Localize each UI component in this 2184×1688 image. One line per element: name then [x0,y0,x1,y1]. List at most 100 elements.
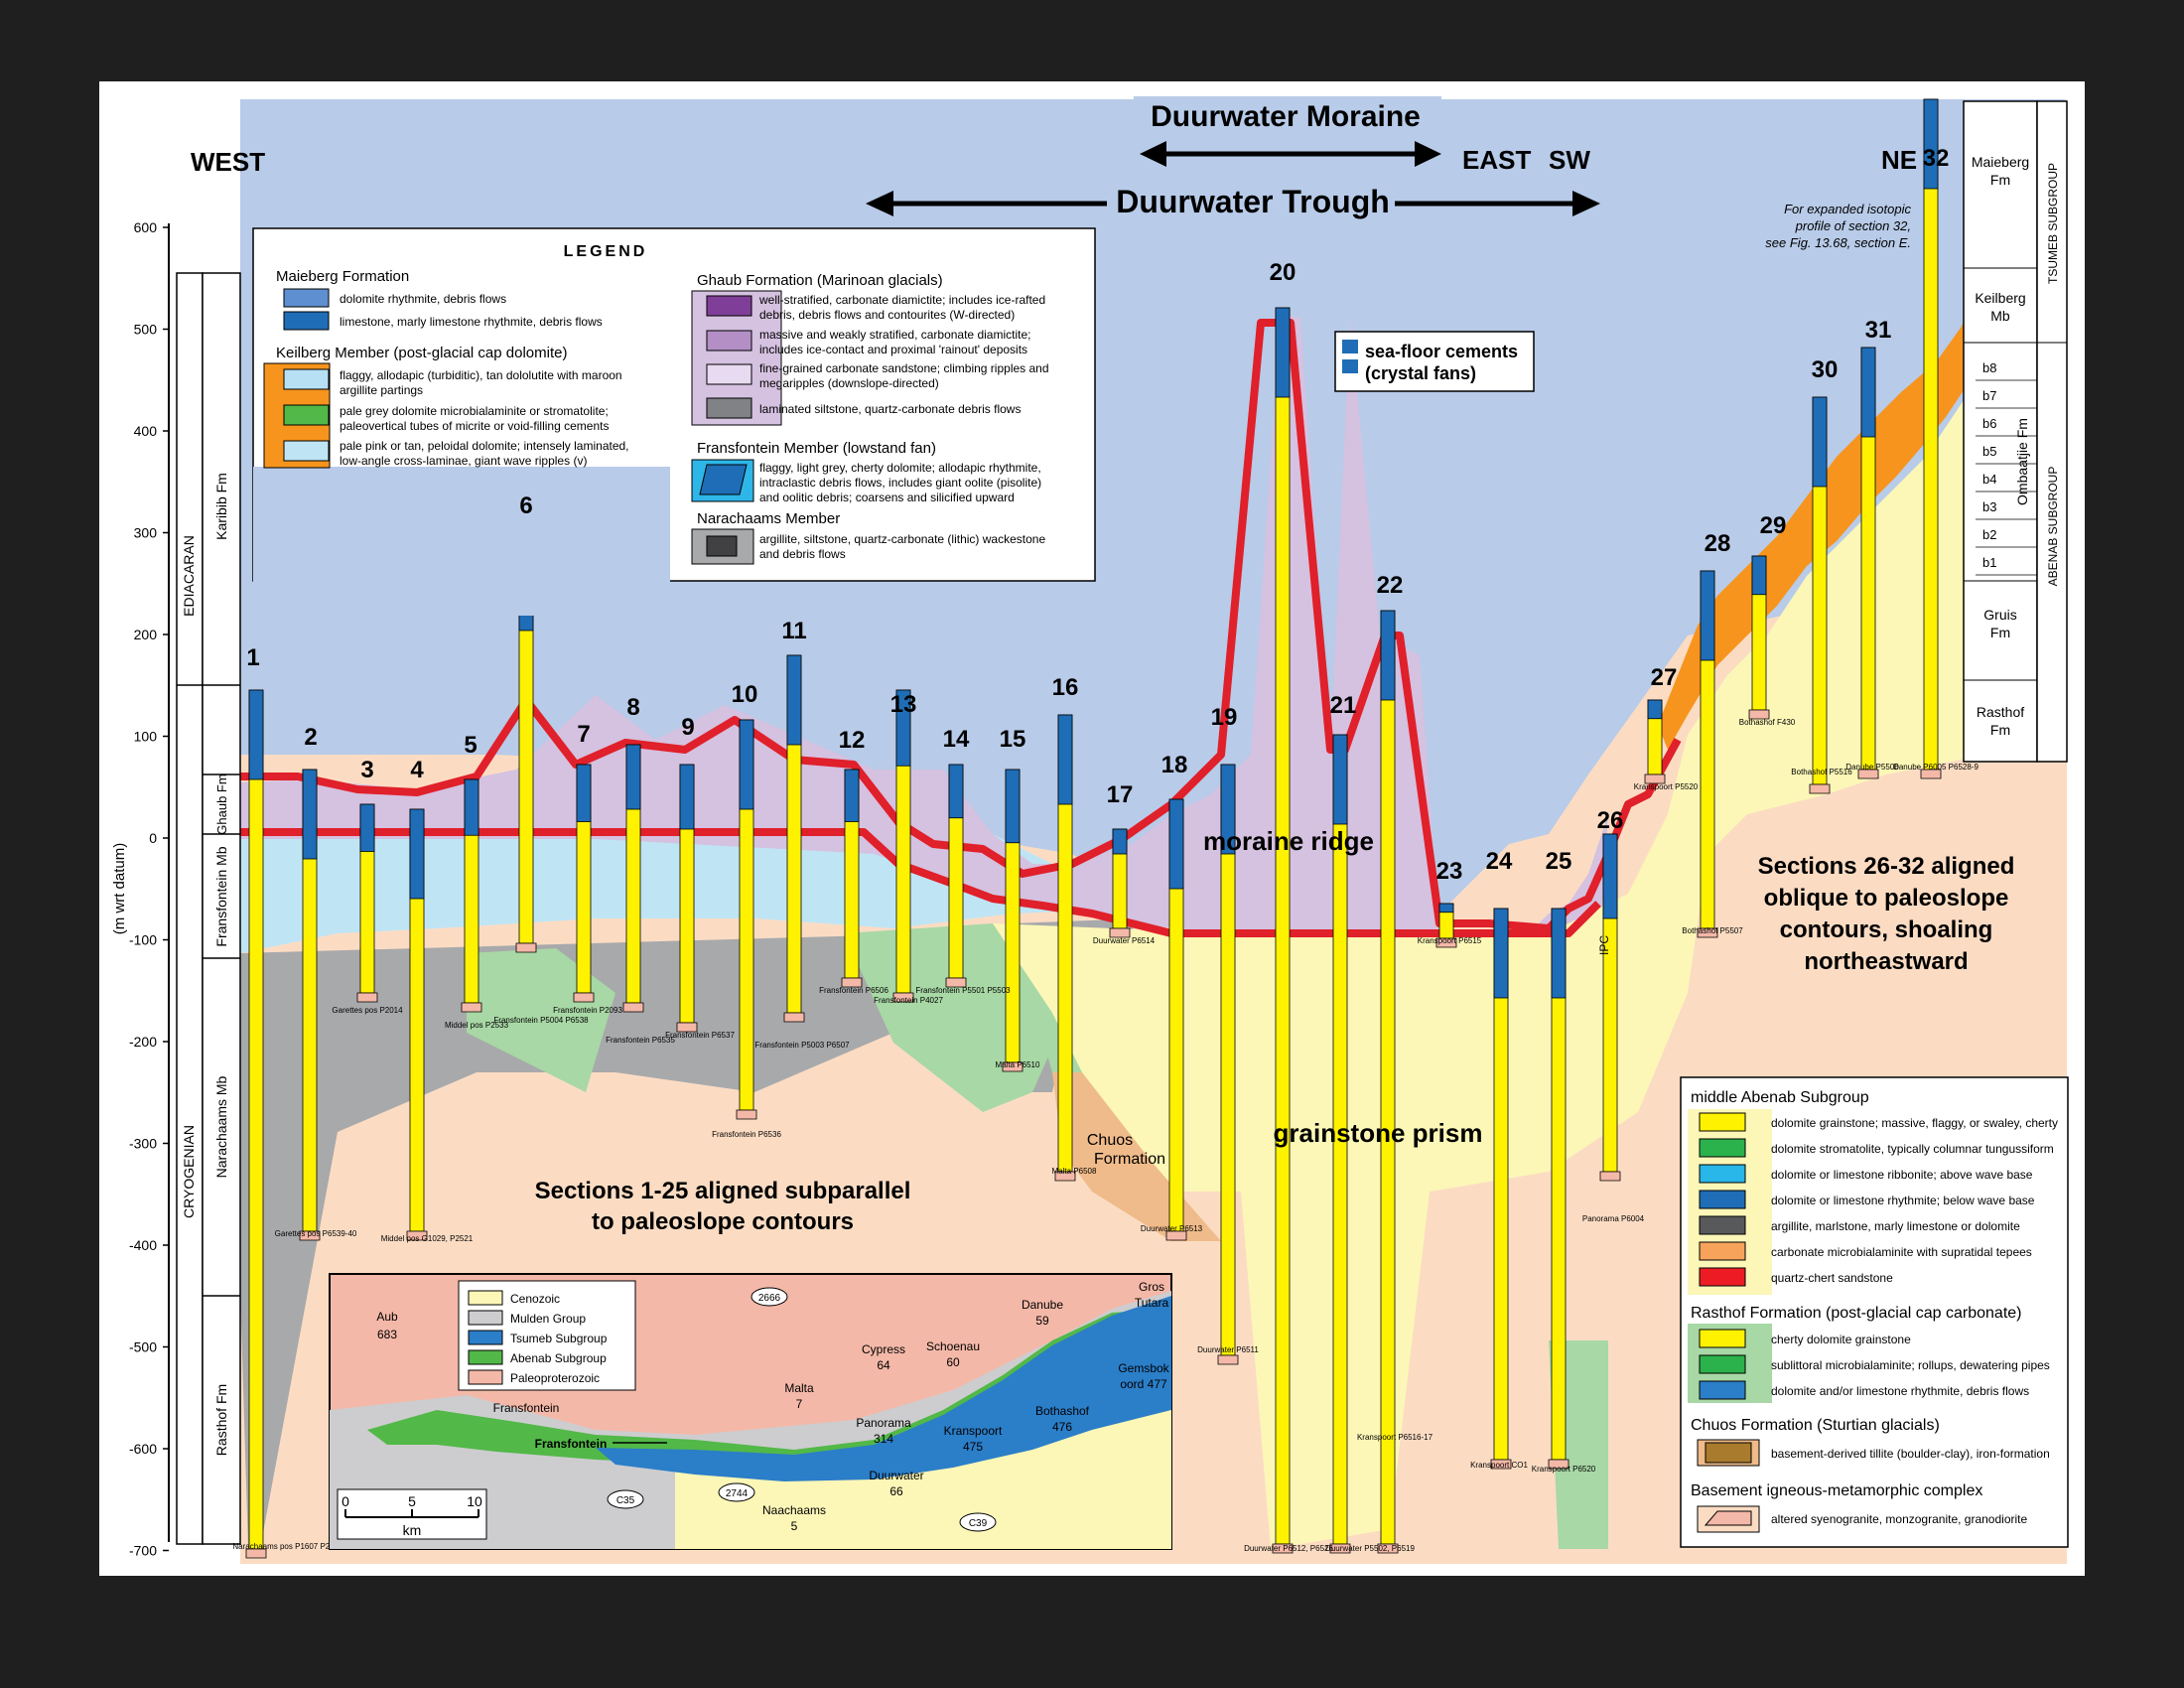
map-place-label: Tutara [1135,1296,1169,1310]
map-place-label: Schoenau [926,1339,980,1353]
section-number: 8 [626,694,639,721]
right-rasthof-1: Rasthof [1977,704,2024,720]
map-legend-item: Cenozoic [510,1292,560,1306]
map-place-label: 476 [1052,1420,1072,1434]
y-tick-label: 200 [134,627,158,642]
map-legend-swatch [468,1369,503,1385]
section-number: 30 [1812,356,1839,383]
right-maieberg-1: Maieberg [1972,154,2029,170]
period-cryogenian: CRYOGENIAN [181,1125,197,1218]
section-column [299,769,321,1241]
section-column [356,803,378,1003]
section-id: Danube P5506 [1845,763,1899,772]
right-rasthof-2: Fm [1990,722,2010,738]
section-column [1054,714,1076,1182]
section-column [1644,699,1666,784]
section-number: 16 [1052,674,1079,701]
scale-unit: km [403,1522,422,1538]
map-place-label: Bothashof [1035,1404,1090,1418]
right-keilberg-1: Keilberg [1975,290,2025,306]
map-legend-swatch [468,1330,503,1345]
abenab-item: dolomite or limestone ribbonite; above w… [1771,1168,2033,1182]
map-legend-item: Mulden Group [510,1312,586,1326]
subgroup-tsumeb: TSUMEB SUBGROUP [2046,163,2060,284]
section-number: 2 [304,724,317,751]
subunit-b4: b4 [1982,472,1996,487]
subunit-b8: b8 [1982,360,1996,375]
y-tick-label: -600 [129,1441,157,1457]
sections-26-32-line-2: oblique to paleoslope [1764,885,2009,912]
section-id: Fransfontein P5501 P5503 [915,986,1011,995]
section-column [1599,833,1621,1182]
legend-keilberg-title: Keilberg Member (post-glacial cap dolomi… [276,345,567,361]
section-column [1490,908,1512,1470]
label-ne: NE [1881,145,1917,175]
abenab-item: dolomite stromatolite, typically columna… [1771,1142,2054,1156]
map-road-label: 2666 [758,1293,781,1304]
map-place-label: 59 [1035,1314,1049,1328]
map-road-label: 2744 [726,1488,749,1499]
map-place-label: Gros [1139,1280,1164,1294]
label-west: WEST [191,147,265,177]
map-legend-item: Paleoproterozoic [510,1371,600,1385]
map-place-label: 683 [377,1328,397,1341]
legend-keilberg-item: pale grey dolomite microbialaminite or s… [340,404,609,418]
abenab-swatch [1699,1215,1746,1235]
section-number: 29 [1760,512,1787,539]
y-tick-label: 500 [134,322,158,338]
section-number: 14 [943,726,970,753]
heading-trough: Duurwater Trough [1116,184,1390,219]
map-legend-swatch [468,1310,503,1326]
rasthof-swatch [1699,1354,1746,1374]
abenab-item: carbonate microbialaminite with supratid… [1771,1245,2032,1259]
unit-ghaub: Ghaub Fm [214,774,229,834]
legend-fransfontein-title: Fransfontein Member (lowstand fan) [697,440,936,457]
section-column [406,808,428,1241]
section-column [1548,908,1570,1470]
label-sw: SW [1549,145,1590,175]
subunit-b7: b7 [1982,388,1996,403]
section-id: Duurwater P6511 [1197,1345,1259,1354]
legend-ghaub-item: laminated siltstone, quartz-carbonate de… [759,402,1021,416]
basement-item: altered syenogranite, monzogranite, gran… [1771,1512,2027,1526]
scale-tick-10: 10 [467,1493,482,1509]
rasthof-title: Rasthof Formation (post-glacial cap carb… [1691,1305,2022,1322]
section-column [1165,798,1187,1241]
section-column [1748,555,1770,720]
section-column [573,764,595,1003]
map-place-label: Malta [784,1381,814,1395]
section-id: Garettes pos P2014 [332,1006,403,1015]
subunit-b1: b1 [1982,555,1996,570]
section-column [1377,610,1399,1554]
legend-maieberg-item: dolomite rhythmite, debris flows [340,292,506,306]
y-axis: 600 500 400 300 200 100 0 -100 -200 -300 -400 -500 -… [111,219,170,1559]
map-place-label: Gemsbok [1118,1361,1169,1375]
section-id: Malta P6508 [1052,1167,1097,1176]
rasthof-item: sublittoral microbialaminite; rollups, d… [1771,1358,2050,1372]
abenab-title: middle Abenab Subgroup [1691,1089,1869,1106]
legend-box: LEGEND Maieberg Formation dolomite rhyth… [252,227,1096,616]
section-number: 4 [410,757,424,783]
section-id: Duurwater P5502, P6519 [1325,1544,1415,1553]
abenab-swatch [1699,1190,1746,1209]
section-id: Bothashof P5507 [1682,926,1743,935]
legend-ghaub-item: debris, debris flows and contourites (W-… [759,308,1015,322]
rasthof-item: dolomite and/or limestone rhythmite, deb… [1771,1384,2029,1398]
narachaams-grey-wedge [240,918,1142,1549]
map-place-label: 314 [874,1432,893,1446]
abenab-swatch [1699,1267,1746,1287]
label-chuos-1: Chuos [1087,1132,1133,1149]
y-tick-label: 0 [149,830,157,846]
grainstone-prism-fill [993,387,1985,1549]
legend-narachaams-item: and debris flows [759,547,846,561]
section-id: Fransfontein P6506 [819,986,888,995]
section-column [1217,764,1239,1365]
map-place-label: oord 477 [1120,1377,1167,1391]
label-east: EAST [1462,145,1531,175]
map-tsumeb [596,1296,1171,1481]
map-place-label: Fransfontein [493,1401,560,1415]
abenab-swatch [1699,1138,1746,1158]
trough-arrow [866,181,1600,224]
section-number: 1 [246,644,259,671]
